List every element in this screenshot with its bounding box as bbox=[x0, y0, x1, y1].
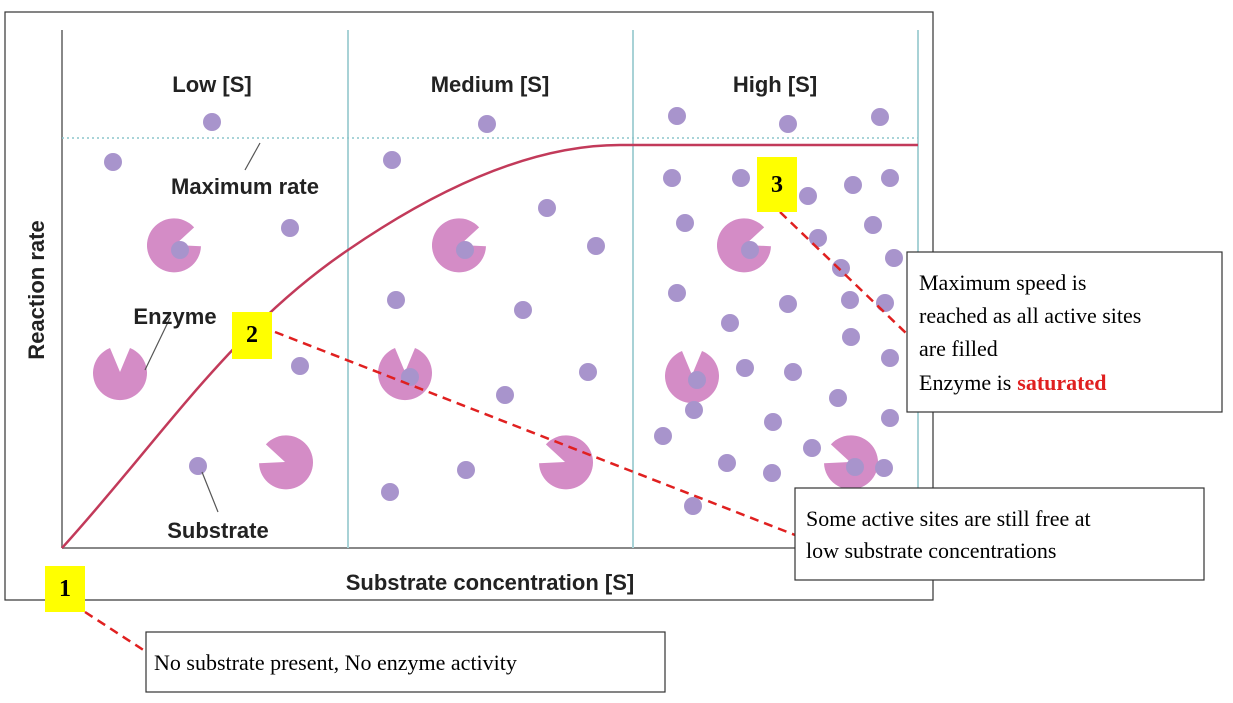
marker-number: 2 bbox=[246, 322, 258, 348]
figure-frame bbox=[4, 11, 934, 601]
enzyme bbox=[539, 435, 593, 490]
substrate bbox=[587, 237, 605, 255]
callout-box bbox=[145, 631, 666, 693]
bound-substrate bbox=[171, 241, 189, 259]
substrate bbox=[832, 259, 850, 277]
substrate bbox=[514, 301, 532, 319]
leader-line bbox=[244, 142, 261, 171]
leader-line bbox=[144, 317, 171, 371]
substrate bbox=[803, 439, 821, 457]
substrate bbox=[875, 459, 893, 477]
bound-substrate bbox=[456, 241, 474, 259]
substrate bbox=[387, 291, 405, 309]
substrate bbox=[829, 389, 847, 407]
illustration bbox=[93, 107, 903, 515]
substrate bbox=[668, 284, 686, 302]
substrate bbox=[844, 176, 862, 194]
leader-line bbox=[201, 471, 219, 513]
bound-substrate bbox=[846, 458, 864, 476]
marker-number: 1 bbox=[59, 576, 71, 602]
substrate bbox=[721, 314, 739, 332]
substrate-label: Substrate bbox=[167, 518, 268, 543]
substrate bbox=[538, 199, 556, 217]
substrate bbox=[663, 169, 681, 187]
callout-text: Enzyme is saturated bbox=[919, 370, 1106, 395]
bound-substrate bbox=[401, 368, 419, 386]
y-axis-label: Reaction rate bbox=[24, 220, 49, 359]
emphasis: saturated bbox=[1017, 370, 1106, 395]
substrate bbox=[809, 229, 827, 247]
callout-text: No substrate present, No enzyme activity bbox=[154, 650, 517, 675]
substrate bbox=[881, 169, 899, 187]
max-rate-label: Maximum rate bbox=[171, 174, 319, 199]
substrate bbox=[281, 219, 299, 237]
section-label: High [S] bbox=[733, 72, 817, 97]
rate-curve bbox=[61, 143, 918, 549]
enzyme bbox=[259, 435, 313, 490]
substrate bbox=[654, 427, 672, 445]
substrate bbox=[732, 169, 750, 187]
marker-box bbox=[45, 566, 85, 612]
x-axis-label: Substrate concentration [S] bbox=[346, 570, 634, 595]
substrate bbox=[736, 359, 754, 377]
substrate bbox=[784, 363, 802, 381]
substrate bbox=[876, 294, 894, 312]
marker-number: 3 bbox=[771, 172, 783, 198]
section-label: Medium [S] bbox=[431, 72, 550, 97]
callout-box bbox=[794, 487, 1205, 581]
substrate bbox=[685, 401, 703, 419]
substrate bbox=[676, 214, 694, 232]
bound-substrate bbox=[741, 241, 759, 259]
substrate bbox=[763, 464, 781, 482]
callout-text: low substrate concentrations bbox=[806, 538, 1057, 563]
substrate bbox=[189, 457, 207, 475]
substrate bbox=[779, 115, 797, 133]
substrate bbox=[764, 413, 782, 431]
substrate bbox=[841, 291, 859, 309]
marker-box bbox=[757, 157, 797, 212]
substrate bbox=[381, 483, 399, 501]
substrate bbox=[457, 461, 475, 479]
callout-text: Some active sites are still free at bbox=[806, 506, 1091, 531]
substrate bbox=[668, 107, 686, 125]
substrate bbox=[496, 386, 514, 404]
substrate bbox=[842, 328, 860, 346]
callout-box bbox=[906, 251, 1223, 413]
substrate bbox=[799, 187, 817, 205]
substrate bbox=[885, 249, 903, 267]
substrate bbox=[881, 409, 899, 427]
callout-text: reached as all active sites bbox=[919, 303, 1141, 328]
substrate bbox=[291, 357, 309, 375]
section-label: Low [S] bbox=[172, 72, 251, 97]
callout-connector bbox=[84, 610, 149, 655]
callout-text: are filled bbox=[919, 336, 998, 361]
substrate bbox=[779, 295, 797, 313]
marker-box bbox=[232, 312, 272, 359]
substrate bbox=[383, 151, 401, 169]
callout-text: Maximum speed is bbox=[919, 270, 1086, 295]
substrate bbox=[864, 216, 882, 234]
bound-substrate bbox=[688, 371, 706, 389]
substrate bbox=[203, 113, 221, 131]
callout-text: Enzyme is bbox=[919, 370, 1011, 395]
substrate bbox=[871, 108, 889, 126]
substrate bbox=[684, 497, 702, 515]
substrate bbox=[579, 363, 597, 381]
callout-connector bbox=[274, 330, 796, 537]
substrate bbox=[104, 153, 122, 171]
substrate bbox=[881, 349, 899, 367]
enzyme bbox=[93, 348, 147, 400]
enzyme-label: Enzyme bbox=[133, 304, 216, 329]
substrate bbox=[718, 454, 736, 472]
substrate bbox=[478, 115, 496, 133]
